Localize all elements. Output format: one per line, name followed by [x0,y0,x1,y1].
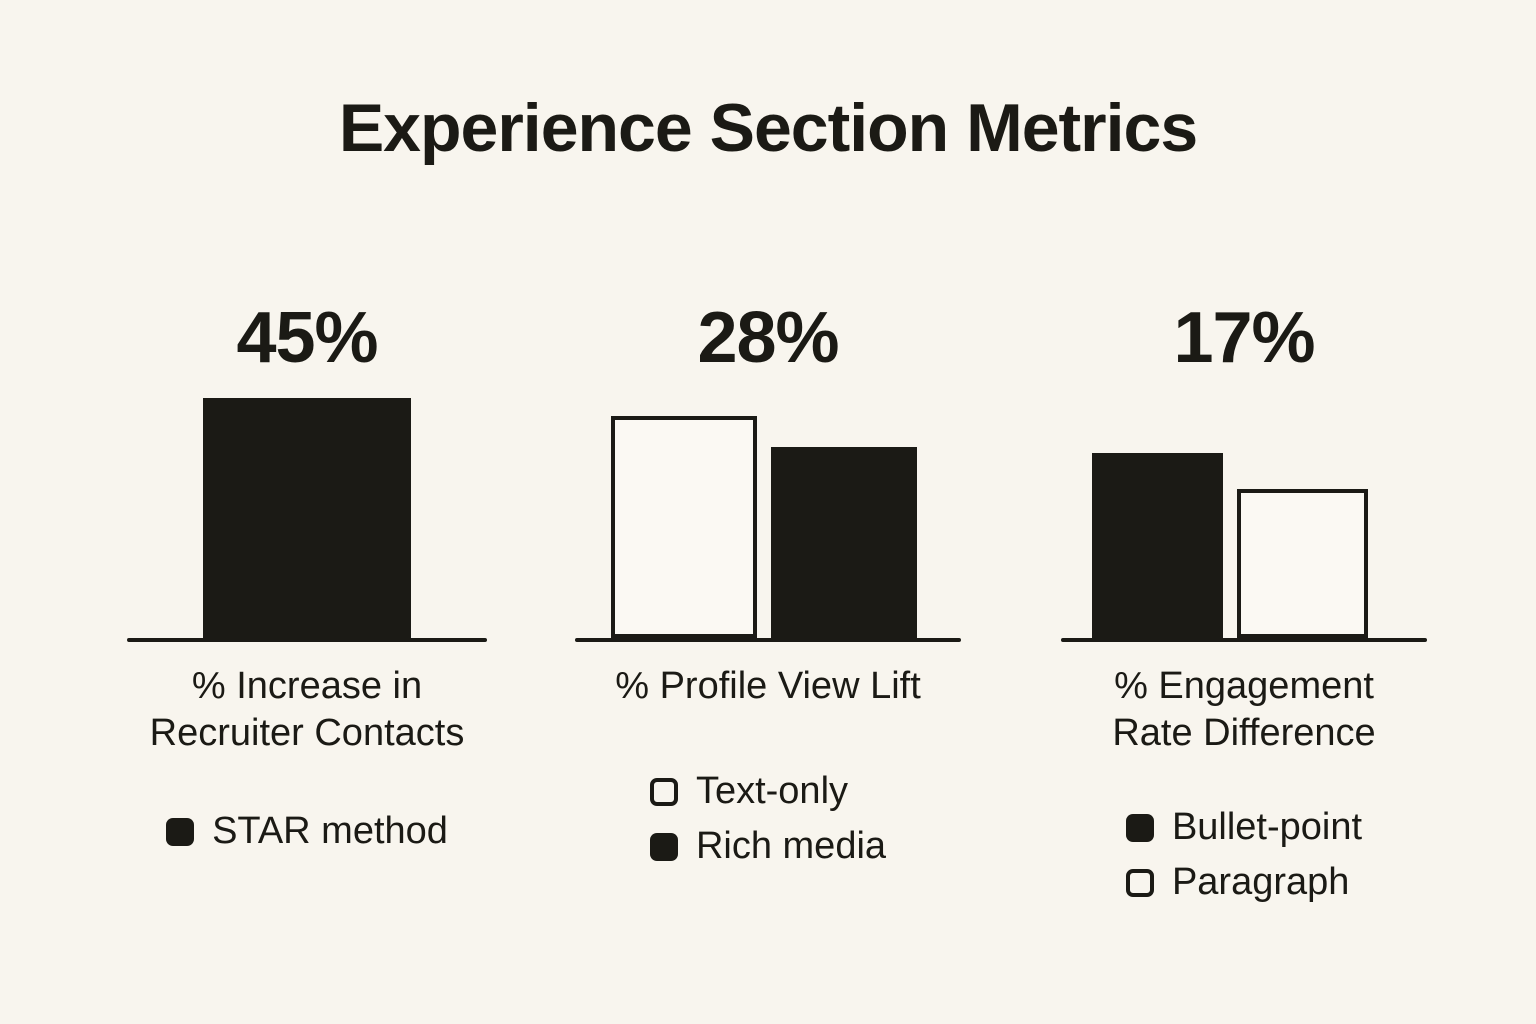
legend-label: STAR method [212,810,448,852]
legend-item: Paragraph [1125,855,1350,910]
x-axis-line [575,638,961,642]
bar-group [571,0,957,638]
bar-rich-media [771,447,917,638]
headline-value: 17% [1173,298,1315,378]
x-axis-line [127,638,487,642]
legend-label: Text-only [695,770,849,812]
bar-group [1047,0,1413,638]
bar-text-only [611,416,757,638]
filled-swatch-icon [649,832,678,861]
legend: Text-only Rich media [575,764,961,874]
x-axis-label: % Increase in Recruiter Contacts [97,663,517,757]
legend-label: Paragraph [1171,861,1350,903]
legend: STAR method [127,804,487,859]
bar-paragraph [1237,489,1368,638]
legend-item: Text-only [649,764,849,819]
bar-star-method [203,398,411,638]
filled-swatch-icon [166,817,195,846]
x-axis-label-line: Rate Difference [1112,712,1376,754]
hollow-swatch-icon [649,777,678,806]
filled-swatch-icon [1125,813,1154,842]
legend-item: Bullet-point [1125,800,1363,855]
chart-profile-view-lift: 28% % Profile View Lift Text-only Rich m… [575,0,961,1024]
chart-recruiter-contacts: 45% % Increase in Recruiter Contacts STA… [127,0,487,1024]
x-axis-label: % Engagement Rate Difference [1031,663,1457,757]
chart-engagement-rate: 17% % Engagement Rate Difference Bullet-… [1061,0,1427,1024]
x-axis-label-line: % Increase in [191,665,423,707]
legend: Bullet-point Paragraph [1061,800,1427,910]
bar-group [127,0,487,638]
legend-item: STAR method [166,804,448,859]
headline-value: 45% [236,298,378,378]
headline-value: 28% [697,298,839,378]
x-axis-line [1061,638,1427,642]
x-axis-label-line: % Profile View Lift [615,665,921,707]
legend-item: Rich media [649,819,887,874]
x-axis-label-line: Recruiter Contacts [149,712,465,754]
hollow-swatch-icon [1125,868,1154,897]
legend-label: Rich media [695,825,887,867]
x-axis-label-line: % Engagement [1114,665,1374,707]
x-axis-label: % Profile View Lift [545,663,991,710]
page-title: Experience Section Metrics [338,90,1198,166]
bar-bullet-point [1092,453,1223,638]
legend-label: Bullet-point [1171,806,1363,848]
